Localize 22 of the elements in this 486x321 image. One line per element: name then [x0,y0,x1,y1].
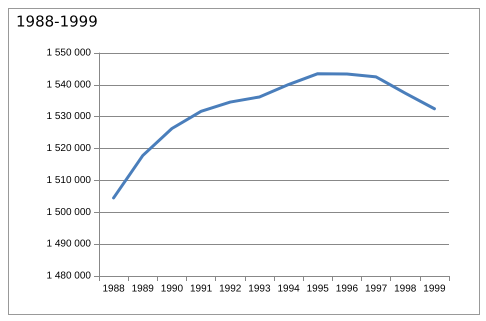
y-tick-label: 1 510 000 [46,174,92,186]
chart-title: 1988-1999 [16,12,98,30]
y-tick-label: 1 530 000 [46,111,92,122]
x-tick-label: 1993 [248,284,271,294]
x-tick-label: 1991 [190,284,213,294]
x-tick-label: 1988 [102,284,126,294]
x-tick-label: 1989 [132,284,154,294]
y-tick-label: 1 500 000 [46,206,92,218]
x-tick-label: 1998 [394,284,417,294]
x-tick-label: 1997 [364,284,388,294]
x-tick-label: 1994 [277,284,300,294]
line-series [112,72,436,200]
x-tick-label: 1992 [219,284,242,294]
x-tick-label: 1995 [306,284,330,294]
y-tick-label: 1 520 000 [46,143,92,154]
y-tick-label: 1 490 000 [46,238,92,250]
y-tick-label: 1 480 000 [46,270,92,282]
x-tick-label: 1999 [423,284,446,294]
y-tick-label: 1 550 000 [46,48,92,58]
y-tick-label: 1 540 000 [46,79,92,90]
x-tick-label: 1990 [160,284,184,294]
x-tick-label: 1996 [336,284,358,294]
